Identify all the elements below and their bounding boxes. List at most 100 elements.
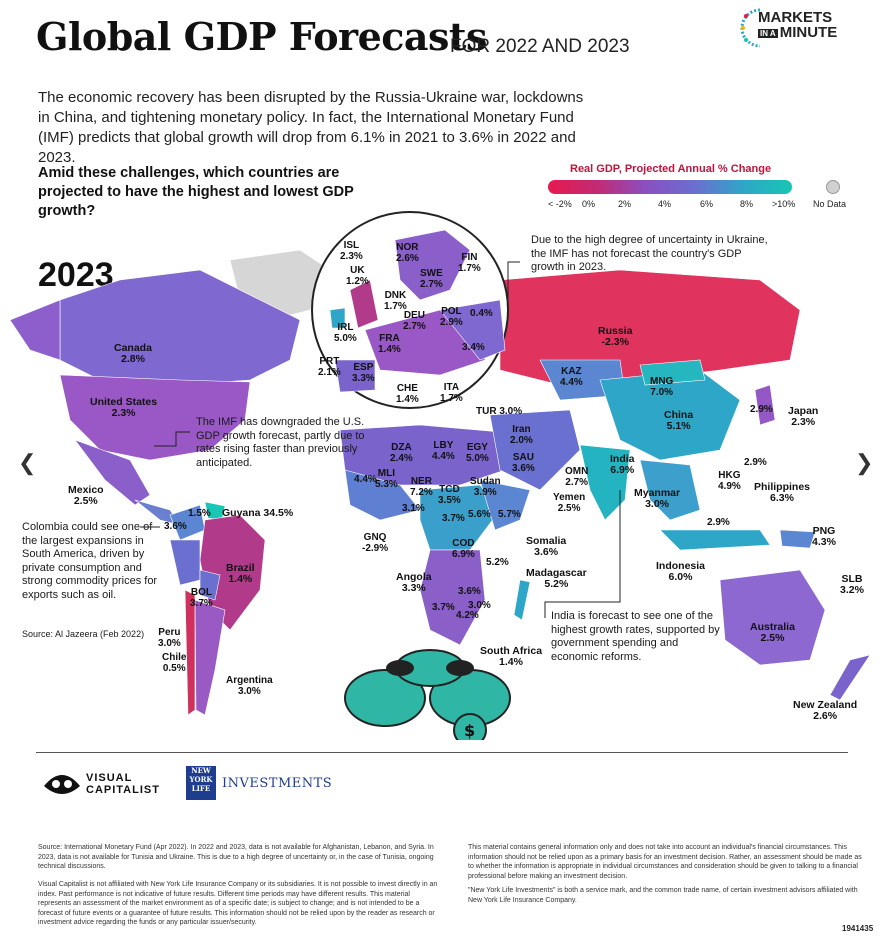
- label-dnk: DNK 1.7%: [384, 290, 407, 312]
- value-label: 4.2%: [456, 610, 479, 621]
- region-eastern-europe: [439, 299, 506, 361]
- label-iran: Iran 2.0%: [510, 424, 533, 446]
- next-arrow-icon[interactable]: ❯: [855, 450, 874, 475]
- region-argentina: [194, 599, 226, 716]
- label-madagascar: Madagascar 5.2%: [526, 567, 587, 590]
- new-york-life-investments: INVESTMENTS: [222, 776, 333, 791]
- label-mng: MNG 7.0%: [650, 376, 674, 398]
- legend-tick: 2%: [618, 199, 632, 209]
- legend-tick: 6%: [700, 199, 714, 209]
- label-nor: NOR 2.6%: [396, 242, 419, 264]
- legend-tick: >10%: [772, 199, 796, 209]
- region-east-africa: [479, 479, 531, 531]
- region-australia: [719, 569, 826, 666]
- label-sau: SAU 3.6%: [512, 452, 535, 474]
- value-label: 5.7%: [498, 509, 521, 520]
- india-leader: [544, 490, 621, 618]
- footer-general-info: This material contains general informati…: [468, 844, 862, 880]
- new-york-life-logo: NEW YORK LIFE: [186, 766, 216, 800]
- no-data-label: No Data: [813, 199, 847, 209]
- value-label: 3.7%: [432, 602, 455, 613]
- region-canada: [59, 269, 301, 386]
- label-japan: Japan 2.3%: [788, 405, 819, 428]
- legend-tick: 0%: [582, 199, 596, 209]
- value-label: 3.0%: [468, 600, 491, 611]
- ukraine-leader: [507, 261, 520, 300]
- label-deu: DEU 2.7%: [403, 310, 426, 332]
- value-label: 5.6%: [468, 509, 491, 520]
- svg-text:$: $: [464, 721, 475, 740]
- region-middle-east: [489, 409, 581, 491]
- label-che: CHE 1.4%: [396, 383, 419, 405]
- region-iberia: [334, 359, 376, 393]
- label-dza: DZA 2.4%: [390, 442, 413, 464]
- value-label: 3.4%: [462, 342, 485, 353]
- legend-gradient-bar: [548, 180, 792, 194]
- label-uk: UK 1.2%: [346, 265, 369, 287]
- label-gnq: GNQ -2.9%: [362, 532, 389, 554]
- label-omn: OMN 2.7%: [565, 466, 589, 488]
- label-myanmar: Myanmar 3.0%: [634, 487, 681, 510]
- region-india: [579, 444, 631, 521]
- legend-tick: < -2%: [548, 199, 572, 209]
- label-china: China 5.1%: [664, 409, 694, 432]
- page-title: Global GDP Forecasts: [36, 14, 487, 59]
- brand-small: IN A: [758, 28, 778, 38]
- label-kaz: KAZ 4.4%: [560, 366, 583, 388]
- brand-line2: MINUTE: [779, 24, 838, 41]
- label-guyana: Guyana 34.5%: [222, 507, 294, 519]
- prev-arrow-icon[interactable]: ❮: [18, 450, 37, 475]
- region-west-africa: [344, 469, 421, 521]
- intro-text: The economic recovery has been disrupted…: [38, 89, 584, 166]
- legend-tick: 8%: [740, 199, 754, 209]
- region-alaska: [9, 299, 61, 361]
- label-bol: BOL 3.7%: [190, 587, 213, 609]
- region-uk: [349, 279, 379, 329]
- value-label: 0.4%: [470, 308, 493, 319]
- label-esp: ESP 3.3%: [352, 362, 375, 384]
- label-canada: Canada 2.8%: [114, 342, 152, 365]
- value-label: 1.5%: [188, 508, 211, 519]
- label-angola: Angola 3.3%: [396, 571, 432, 594]
- label-sudan: Sudan 3.9%: [470, 476, 501, 498]
- label-egy: EGY 5.0%: [466, 442, 489, 464]
- divider: [36, 752, 848, 753]
- india-note: India is forecast to see one of the high…: [551, 610, 720, 663]
- label-chile: Chile 0.5%: [162, 652, 187, 674]
- legend-title: Real GDP, Projected Annual % Change: [570, 163, 772, 175]
- usa-leader: [154, 431, 190, 447]
- value-label: 3.1%: [402, 503, 425, 514]
- label-tur: TUR 3.0%: [476, 406, 523, 417]
- visual-capitalist-wordmark: VISUAL CAPITALIST: [86, 772, 160, 796]
- region-russia: [499, 269, 801, 386]
- region-ireland: [329, 307, 346, 329]
- region-madagascar: [513, 579, 531, 621]
- region-usa: [59, 374, 251, 461]
- no-data-swatch: [826, 180, 840, 194]
- label-india: India 6.9%: [610, 453, 635, 476]
- label-peru: Peru 3.0%: [158, 627, 181, 649]
- ukraine-note: Due to the high degree of uncertainty in…: [531, 234, 768, 273]
- label-fin: FIN 1.7%: [458, 252, 481, 274]
- label-south-africa: South Africa 1.4%: [480, 645, 543, 668]
- label-swe: SWE 2.7%: [420, 268, 443, 290]
- question-text: Amid these challenges, which countries a…: [38, 165, 354, 219]
- visual-capitalist-logo-icon: [44, 775, 80, 794]
- label-lby: LBY 4.4%: [432, 440, 455, 462]
- value-label: 2.9%: [707, 517, 730, 528]
- region-chile: [184, 589, 196, 716]
- label-hkg: HKG 4.9%: [718, 470, 741, 492]
- label-somalia: Somalia 3.6%: [526, 535, 567, 558]
- value-label: 3.6%: [458, 586, 481, 597]
- region-southeast-asia: [639, 459, 701, 521]
- region-bolivia: [199, 569, 221, 601]
- value-label: 5.2%: [486, 557, 509, 568]
- label-argentina: Argentina 3.0%: [226, 675, 273, 697]
- region-new-zealand: [829, 654, 871, 701]
- label-australia: Australia 2.5%: [750, 621, 795, 644]
- footer-source: Source: International Monetary Fund (Apr…: [38, 844, 434, 870]
- leader-lines: [140, 261, 621, 618]
- label-mli: MLI 5.3%: [375, 468, 398, 490]
- brand-ring-icon: [740, 8, 761, 48]
- label-mexico: Mexico 2.5%: [68, 484, 104, 507]
